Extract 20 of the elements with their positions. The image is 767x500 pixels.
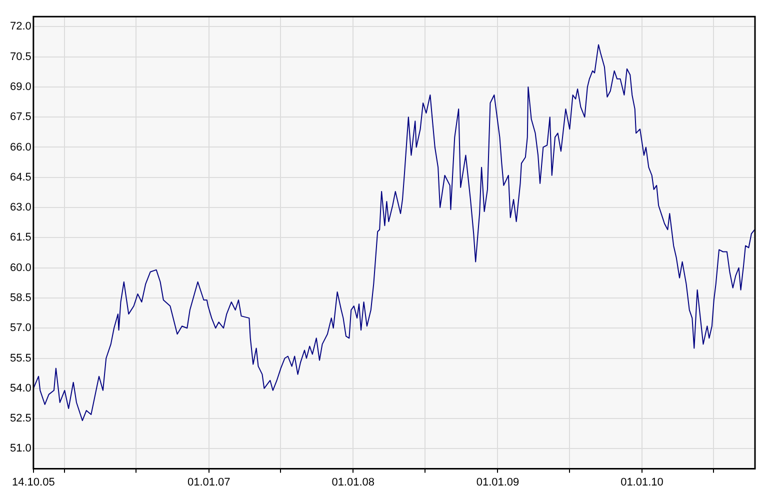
y-tick-label: 63.0 — [10, 202, 32, 214]
y-tick-label: 58.5 — [10, 292, 32, 304]
x-tick-label: 01.01.10 — [620, 476, 664, 488]
y-tick-label: 70.5 — [10, 50, 32, 63]
y-tick-label: 60.0 — [10, 262, 32, 274]
y-tick-label: 52.5 — [10, 412, 32, 425]
y-tick-label: 67.5 — [10, 111, 32, 124]
y-tick-label: 72.0 — [10, 20, 32, 33]
x-tick-label: 01.01.09 — [476, 476, 520, 488]
x-tick-label: 01.01.07 — [187, 476, 230, 488]
y-tick-label: 54.0 — [10, 382, 32, 394]
y-tick-label: 69.0 — [10, 80, 32, 93]
y-tick-label: 51.0 — [10, 442, 32, 455]
x-tick-label: 01.01.08 — [332, 476, 375, 488]
y-tick-label: 64.5 — [10, 171, 32, 184]
y-tick-label: 57.0 — [10, 322, 32, 334]
x-tick-label: 14.10.05 — [12, 476, 55, 488]
y-tick-label: 61.5 — [10, 232, 32, 244]
y-tick-label: 66.0 — [10, 141, 32, 154]
y-tick-label: 55.5 — [10, 352, 32, 364]
